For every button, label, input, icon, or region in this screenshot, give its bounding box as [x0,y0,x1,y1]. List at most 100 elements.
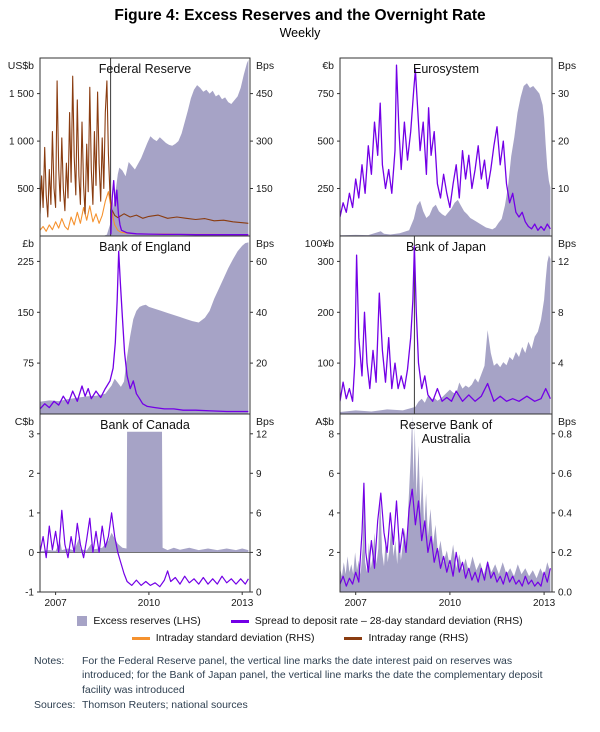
rhs-tick-label: 40 [256,308,268,319]
figure-subtitle: Weekly [279,26,321,40]
panel-title: Eurosystem [413,62,479,76]
lhs-tick-label: 150 [17,308,34,319]
panel-title: Bank of England [99,240,191,254]
excess-reserves-area [340,83,551,236]
rhs-tick-label: 12 [256,429,268,440]
rhs-unit-label: Bps [256,416,274,428]
lhs-tick-label: 200 [317,308,334,319]
panel-title: Federal Reserve [99,62,191,76]
lhs-tick-label: 500 [317,137,334,148]
line-swatch-icon [131,636,150,640]
legend-label: Spread to deposit rate – 28-day standard… [254,615,523,627]
lhs-tick-label: 225 [17,257,34,268]
rhs-unit-label: Bps [558,60,576,72]
x-tick-label: 2007 [44,598,67,609]
excess-reserves-area [40,242,249,414]
legend-item: Spread to deposit rate – 28-day standard… [230,615,523,627]
rhs-tick-label: 20 [256,359,268,370]
x-tick-label: 2013 [533,598,556,609]
lhs-tick-label: 100 [317,359,334,370]
notes-text: For the Federal Reserve panel, the verti… [82,655,543,696]
x-tick-label: 2007 [345,598,368,609]
lhs-tick-label: 1 500 [9,89,34,100]
lhs-tick-label: 3 [28,429,34,440]
rhs-tick-label: 0 [256,588,262,599]
panel-title: Bank of Japan [406,240,486,254]
lhs-tick-label: 0 [28,548,34,559]
figure-title: Figure 4: Excess Reserves and the Overni… [114,7,486,24]
rhs-tick-label: 3 [256,548,262,559]
series-line [110,179,249,236]
panel-border [39,413,251,593]
rhs-tick-label: 0.0 [558,588,572,599]
notes-block: Notes: For the Federal Reserve panel, th… [34,654,600,713]
panel-title: Australia [422,432,471,446]
lhs-unit-label: C$b [15,416,34,428]
rhs-tick-label: 4 [558,359,564,370]
rhs-tick-label: 0.4 [558,508,572,519]
rhs-unit-label: Bps [256,238,274,250]
notes-label: Notes: [34,655,65,667]
legend-label: Excess reserves (LHS) [93,615,201,627]
lhs-tick-label: 250 [317,184,334,195]
legend-item: Intraday standard deviation (RHS) [131,632,314,644]
series-line [340,245,551,402]
lhs-tick-label: 500 [17,184,34,195]
line-swatch-icon [344,636,363,640]
rhs-unit-label: Bps [558,238,576,250]
legend-row: Intraday standard deviation (RHS) Intrada… [0,632,600,644]
rhs-tick-label: 0.2 [558,548,572,559]
x-tick-label: 2010 [138,598,161,609]
rhs-tick-label: 30 [558,89,570,100]
sources-label: Sources: [34,699,76,712]
rhs-tick-label: 20 [558,137,570,148]
x-tick-label: 2010 [439,598,462,609]
series-line [40,250,249,413]
sources-text: Thomson Reuters; national sources [82,699,248,712]
rhs-tick-label: 0.8 [558,429,572,440]
rhs-unit-label: Bps [558,416,576,428]
lhs-tick-label: 2 [328,548,334,559]
excess-reserves-area [40,59,249,236]
excess-reserves-area [340,416,551,592]
panel-title: Bank of Canada [100,418,190,432]
sources-row: Sources: Thomson Reuters; national sourc… [34,698,600,712]
lhs-unit-label: €b [322,60,334,72]
rhs-tick-label: 8 [558,308,564,319]
lhs-unit-label: US$b [8,60,34,72]
excess-reserves-area [340,255,551,414]
legend-row: Excess reserves (LHS) Spread to deposit r… [0,615,600,627]
lhs-tick-label: -1 [25,588,34,599]
lhs-tick-label: 1 [28,508,34,519]
lhs-unit-label: A$b [315,416,334,428]
x-tick-label: 2013 [231,598,254,609]
lhs-tick-label: 300 [317,257,334,268]
series-line [40,75,249,224]
series-line [340,482,551,587]
legend-item: Intraday range (RHS) [344,632,468,644]
lhs-tick-label: 750 [317,89,334,100]
panel-border [339,413,553,593]
lhs-tick-label: 6 [328,469,334,480]
lhs-tick-label: 75 [23,359,35,370]
rhs-tick-label: 0.6 [558,469,572,480]
series-line [340,64,551,231]
rhs-tick-label: 6 [256,508,262,519]
excess-reserves-area [40,431,249,553]
lhs-unit-label: 100¥b [305,238,334,250]
legend-item: Excess reserves (LHS) [77,615,201,627]
lhs-tick-label: 4 [328,508,334,519]
area-swatch-icon [77,616,88,626]
notes-row: Notes: For the Federal Reserve panel, th… [34,654,600,697]
lhs-tick-label: 8 [328,429,334,440]
rhs-unit-label: Bps [256,60,274,72]
rhs-tick-label: 300 [256,137,273,148]
rhs-tick-label: 9 [256,469,262,480]
panel-title: Reserve Bank of [400,418,493,432]
lhs-tick-label: 2 [28,469,34,480]
series-line [40,509,249,588]
lhs-unit-label: £b [22,238,34,250]
lhs-tick-label: 1 000 [9,137,34,148]
